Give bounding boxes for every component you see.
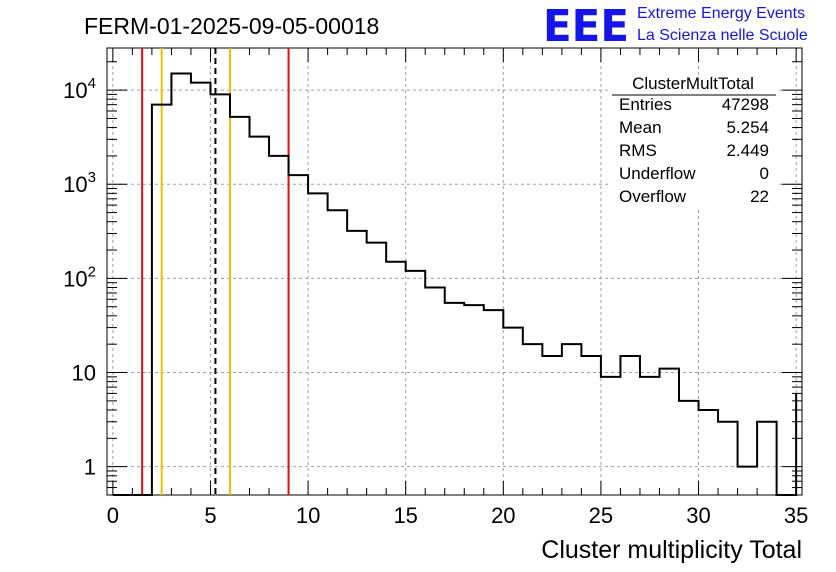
stats-value: 0 [760, 164, 769, 183]
x-tick-labels: 0 5 10 15 20 25 30 35 [107, 503, 809, 528]
stats-label: Entries [619, 95, 672, 114]
stats-value: 5.254 [726, 118, 769, 137]
marker-lines [141, 48, 290, 495]
y-tick-label: 103 [63, 169, 96, 197]
axis-ticks [107, 48, 802, 496]
x-tick-label: 5 [204, 503, 216, 528]
stats-label: Mean [619, 118, 662, 137]
grid-lines [107, 48, 802, 495]
x-tick-label: 0 [107, 503, 119, 528]
run-title: FERM-01-2025-09-05-00018 [84, 13, 379, 39]
y-tick-label: 104 [63, 75, 96, 103]
logo-line-1: Extreme Energy Events [637, 5, 805, 22]
x-tick-label: 20 [491, 503, 515, 528]
stats-label: Overflow [619, 187, 687, 206]
stats-label: Underflow [619, 164, 696, 183]
x-axis-title: Cluster multiplicity Total [541, 536, 802, 564]
stats-value: 47298 [722, 95, 769, 114]
logo-line-2: La Scienza nelle Scuole [637, 27, 808, 44]
y-tick-label: 102 [63, 263, 96, 291]
y-tick-label: 1 [84, 455, 96, 480]
x-tick-label: 35 [784, 503, 808, 528]
x-tick-label: 30 [686, 503, 710, 528]
stats-label: RMS [619, 141, 657, 160]
histogram-line [112, 72, 798, 496]
eee-logo: EEE [543, 1, 629, 52]
stats-box: ClusterMultTotal Entries 47298 Mean 5.25… [609, 74, 777, 207]
plot-frame [106, 47, 803, 496]
y-tick-label: 10 [72, 361, 96, 386]
stats-title: ClusterMultTotal [632, 74, 754, 93]
x-tick-label: 10 [296, 503, 320, 528]
x-tick-label: 15 [393, 503, 417, 528]
x-tick-label: 25 [589, 503, 613, 528]
y-tick-labels: 1 10 102 103 104 [63, 75, 96, 480]
stats-value: 22 [750, 187, 769, 206]
stats-value: 2.449 [726, 141, 769, 160]
